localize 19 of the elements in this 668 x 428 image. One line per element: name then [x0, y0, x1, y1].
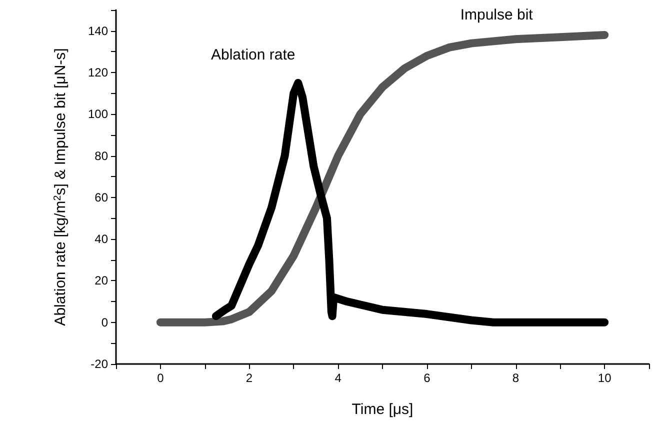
x-tick-label: 0 — [157, 371, 164, 385]
y-tick-label: 140 — [88, 24, 108, 38]
y-tick-label: 80 — [94, 148, 108, 163]
y-tick-label: 40 — [94, 232, 108, 246]
y-axis-title: Ablation rate [kg/m2s] & Impulse bit [μN-s] — [52, 48, 69, 326]
y-tick-label: 100 — [88, 107, 108, 122]
y-tick-label: 60 — [94, 190, 108, 204]
x-tick-label: 2 — [246, 371, 253, 385]
x-axis-title: Time [μs] — [352, 401, 414, 418]
y-tick-label: 0 — [101, 315, 108, 330]
x-tick-label: 6 — [424, 371, 431, 385]
x-tick-label: 8 — [512, 371, 520, 385]
y-tick-label: -20 — [90, 357, 108, 371]
y-tick-label: 20 — [94, 274, 108, 288]
series-label: Impulse bit — [460, 6, 534, 24]
x-tick-label: 4 — [334, 371, 342, 385]
y-tick-label: 120 — [88, 65, 108, 80]
series-label: Ablation rate — [210, 46, 296, 64]
x-tick-label: 10 — [598, 371, 612, 385]
